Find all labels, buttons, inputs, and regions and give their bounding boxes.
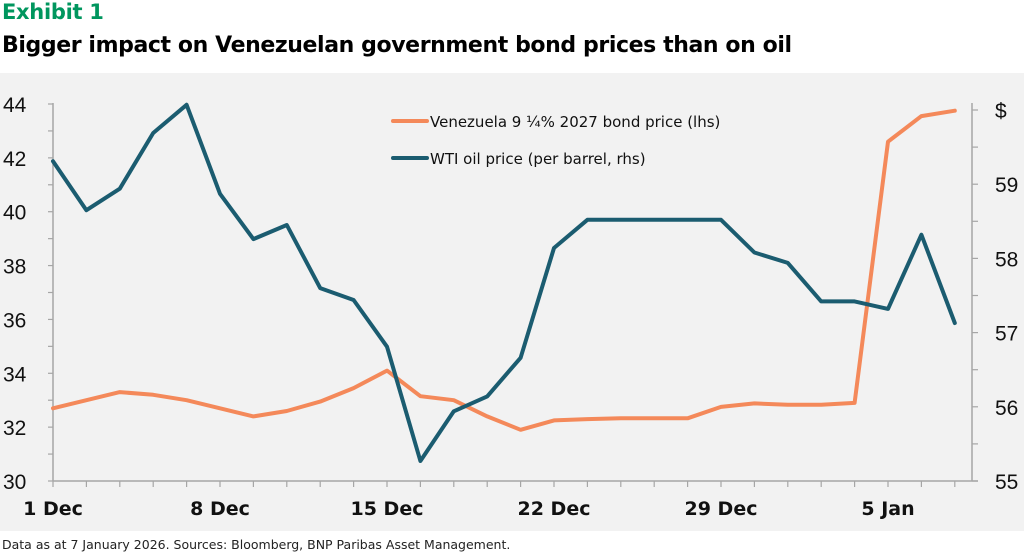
right-axis-tick-label: 58: [995, 248, 1018, 271]
x-axis-ticks: 1 Dec 8 Dec 15 Dec 22 Dec 29 Dec 5 Jan: [23, 481, 956, 520]
x-axis-tick-label: 22 Dec: [518, 498, 591, 520]
right-axis-tick-label: 56: [995, 397, 1018, 420]
left-axis-tick-label: 32: [3, 417, 26, 440]
x-axis-tick-label: 1 Dec: [23, 498, 83, 520]
chart-title: Bigger impact on Venezuelan government b…: [2, 33, 792, 58]
right-axis-tick-label: 57: [995, 323, 1018, 346]
left-axis-tick-label: 30: [3, 471, 26, 494]
x-axis-tick-label: 15 Dec: [351, 498, 424, 520]
x-axis-tick-label: 5 Jan: [861, 498, 914, 520]
legend-label-wti: WTI oil price (per barrel, rhs): [430, 150, 646, 168]
left-axis-tick-label: 38: [3, 256, 26, 279]
left-axis-tick-label: 40: [3, 202, 26, 225]
x-axis-tick-label: 8 Dec: [190, 498, 250, 520]
left-axis-tick-label: 34: [3, 363, 27, 386]
legend-label-bond: Venezuela 9 ¼% 2027 bond price (lhs): [430, 113, 720, 131]
x-axis-tick-label: 29 Dec: [685, 498, 758, 520]
axes: 30 32 34 36 38 40 42 44 55 56 57 58 59 $: [3, 94, 1018, 494]
exhibit-label: Exhibit 1: [2, 0, 104, 24]
series-line-wti: [51, 102, 957, 463]
right-axis-tick-label: 55: [995, 471, 1018, 494]
source-footnote: Data as at 7 January 2026. Sources: Bloo…: [2, 537, 511, 552]
series-lines: [51, 102, 957, 463]
left-axis-tick-label: 42: [3, 148, 26, 171]
left-axis-tick-label: 44: [3, 94, 27, 117]
series-line-bond: [51, 108, 957, 432]
left-axis-tick-label: 36: [3, 309, 26, 332]
right-axis-tick-label: 59: [995, 174, 1018, 197]
legend: Venezuela 9 ¼% 2027 bond price (lhs) WTI…: [391, 113, 720, 168]
right-axis-unit-label: $: [995, 100, 1007, 123]
